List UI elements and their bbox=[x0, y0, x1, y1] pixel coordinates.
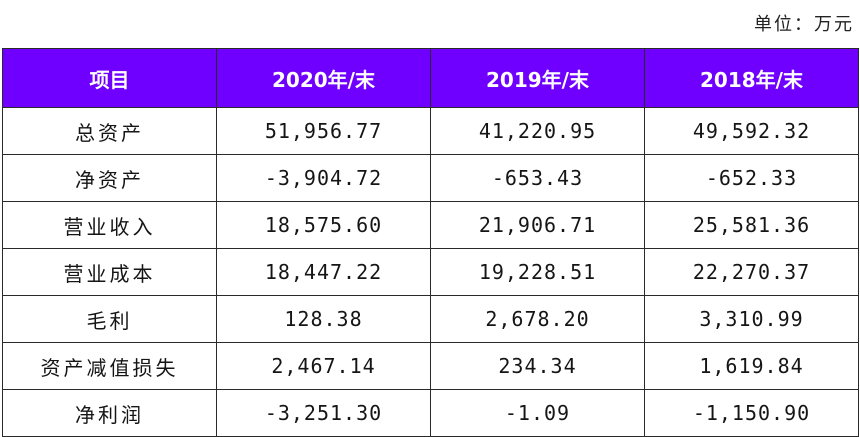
cell-value: 128.38 bbox=[216, 295, 431, 343]
cell-value: 25,581.36 bbox=[644, 201, 859, 249]
financial-table: 项目 2020年/末 2019年/末 2018年/末 总资产 51,956.77… bbox=[2, 48, 859, 437]
table-row: 总资产 51,956.77 41,220.95 49,592.32 bbox=[2, 107, 859, 155]
row-label: 净资产 bbox=[2, 154, 217, 202]
cell-value: 21,906.71 bbox=[430, 201, 645, 249]
row-label: 营业成本 bbox=[2, 248, 217, 296]
header-row: 项目 2020年/末 2019年/末 2018年/末 bbox=[2, 48, 859, 108]
table-body: 总资产 51,956.77 41,220.95 49,592.32 净资产 -3… bbox=[2, 107, 859, 437]
row-label: 资产减值损失 bbox=[2, 342, 217, 390]
unit-note: 单位：万元 bbox=[754, 14, 854, 35]
cell-value: 22,270.37 bbox=[644, 248, 859, 296]
cell-value: 234.34 bbox=[430, 342, 645, 390]
header-2019: 2019年/末 bbox=[430, 48, 645, 108]
cell-value: 18,575.60 bbox=[216, 201, 431, 249]
cell-value: -3,251.30 bbox=[216, 389, 431, 437]
table-row: 营业收入 18,575.60 21,906.71 25,581.36 bbox=[2, 201, 859, 249]
header-2020: 2020年/末 bbox=[216, 48, 431, 108]
cell-value: -653.43 bbox=[430, 154, 645, 202]
table-header: 项目 2020年/末 2019年/末 2018年/末 bbox=[2, 48, 859, 108]
row-label: 净利润 bbox=[2, 389, 217, 437]
row-label: 毛利 bbox=[2, 295, 217, 343]
table-row: 净资产 -3,904.72 -653.43 -652.33 bbox=[2, 154, 859, 202]
cell-value: -1,150.90 bbox=[644, 389, 859, 437]
header-2018: 2018年/末 bbox=[644, 48, 859, 108]
cell-value: -3,904.72 bbox=[216, 154, 431, 202]
cell-value: 19,228.51 bbox=[430, 248, 645, 296]
header-item: 项目 bbox=[2, 48, 217, 108]
cell-value: 51,956.77 bbox=[216, 107, 431, 155]
table-row: 净利润 -3,251.30 -1.09 -1,150.90 bbox=[2, 389, 859, 437]
cell-value: 18,447.22 bbox=[216, 248, 431, 296]
cell-value: 41,220.95 bbox=[430, 107, 645, 155]
row-label: 总资产 bbox=[2, 107, 217, 155]
cell-value: 2,678.20 bbox=[430, 295, 645, 343]
table-row: 资产减值损失 2,467.14 234.34 1,619.84 bbox=[2, 342, 859, 390]
cell-value: 49,592.32 bbox=[644, 107, 859, 155]
table-row: 毛利 128.38 2,678.20 3,310.99 bbox=[2, 295, 859, 343]
cell-value: 2,467.14 bbox=[216, 342, 431, 390]
cell-value: 1,619.84 bbox=[644, 342, 859, 390]
cell-value: 3,310.99 bbox=[644, 295, 859, 343]
table-row: 营业成本 18,447.22 19,228.51 22,270.37 bbox=[2, 248, 859, 296]
cell-value: -1.09 bbox=[430, 389, 645, 437]
row-label: 营业收入 bbox=[2, 201, 217, 249]
cell-value: -652.33 bbox=[644, 154, 859, 202]
